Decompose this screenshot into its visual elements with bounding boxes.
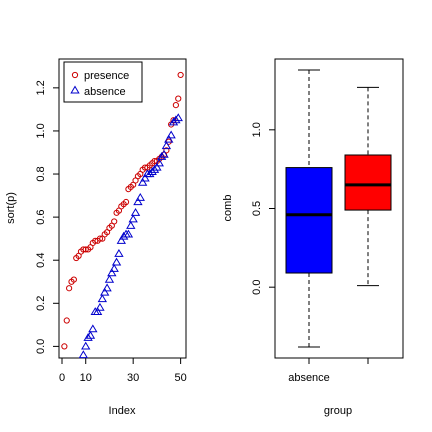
boxplot-y-tick-label: 1.0	[251, 122, 263, 137]
scatter-x-tick-label: 30	[127, 372, 139, 384]
point-absence	[83, 332, 93, 341]
scatter-y-tick-label: 0.8	[35, 166, 47, 181]
boxplot-y-axis-label: comb	[222, 195, 234, 222]
scatter-legend: presence absence	[63, 61, 143, 103]
point-presence	[172, 101, 179, 109]
point-absence	[161, 141, 172, 150]
scatter-x-axis: 0 10 30 50	[59, 357, 187, 384]
scatter-panel: 0 10 30 50 0.0 0.2 0.4 0.6 0.8 1.0 1.2 Index sort…	[5, 58, 187, 417]
boxplot-y-tick-label: 0.0	[251, 280, 263, 295]
point-absence	[140, 173, 150, 182]
point-absence	[135, 192, 145, 201]
point-presence	[70, 276, 77, 283]
point-absence	[152, 162, 162, 171]
scatter-y-tick-label: 0.4	[35, 253, 47, 268]
legend-presence-label: presence	[84, 70, 129, 82]
point-absence	[173, 113, 183, 122]
scatter-x-tick-label: 10	[80, 372, 92, 384]
point-absence	[154, 158, 164, 167]
point-absence	[171, 115, 181, 124]
point-absence	[156, 152, 167, 160]
box-presence	[344, 86, 392, 287]
point-presence	[175, 95, 182, 102]
boxplot-boxes	[285, 69, 392, 348]
scatter-legend-box	[63, 61, 143, 103]
point-presence	[96, 235, 104, 242]
boxplot-y-tick-label: 0.5	[251, 201, 263, 216]
scatter-y-tick-label: 0.0	[35, 339, 47, 354]
point-absence	[109, 264, 119, 272]
boxplot-panel: 0.0 0.5 1.0 absence group comb	[222, 58, 404, 417]
box-body	[285, 167, 333, 274]
point-absence	[78, 350, 89, 359]
point-absence	[166, 130, 176, 139]
point-absence	[137, 177, 148, 186]
boxplot-x-axis-label: group	[324, 405, 352, 417]
point-absence	[159, 149, 169, 158]
point-absence	[95, 302, 105, 311]
box-body	[344, 154, 392, 211]
point-absence	[85, 330, 96, 339]
point-absence	[104, 274, 115, 283]
point-absence	[97, 294, 108, 303]
boxplot-x-axis: absence	[288, 357, 369, 384]
point-absence	[114, 248, 124, 257]
point-absence	[88, 324, 98, 333]
scatter-y-axis: 0.0 0.2 0.4 0.6 0.8 1.0 1.2	[35, 80, 60, 354]
scatter-points	[61, 71, 184, 359]
legend-absence-label: absence	[84, 86, 126, 98]
point-absence	[111, 257, 122, 266]
point-presence	[66, 285, 73, 292]
point-absence	[81, 341, 91, 350]
point-absence	[147, 167, 157, 175]
scatter-y-tick-label: 0.2	[35, 296, 47, 311]
point-absence	[126, 220, 136, 229]
scatter-y-tick-label: 1.2	[35, 80, 47, 95]
point-presence	[63, 317, 70, 324]
scatter-y-axis-label: sort(p)	[5, 192, 17, 224]
legend-presence-marker	[71, 71, 79, 79]
point-presence	[177, 71, 184, 79]
point-presence	[111, 218, 118, 225]
point-presence	[61, 343, 68, 350]
point-absence	[123, 229, 134, 238]
point-absence	[128, 214, 138, 223]
point-absence	[102, 283, 112, 292]
scatter-y-tick-label: 0.6	[35, 209, 47, 224]
point-absence	[116, 236, 126, 244]
box-absence	[285, 69, 333, 348]
scatter-y-tick-label: 1.0	[35, 123, 47, 138]
scatter-x-axis-label: Index	[109, 405, 136, 417]
point-absence	[107, 268, 117, 277]
legend-absence-marker	[70, 85, 80, 94]
point-absence	[130, 208, 141, 216]
scatter-x-tick-label: 0	[59, 372, 65, 384]
boxplot-x-tick-label: absence	[288, 372, 330, 384]
point-absence	[168, 117, 179, 126]
point-absence	[145, 169, 155, 178]
point-absence	[164, 134, 174, 143]
point-absence	[100, 287, 110, 296]
point-presence	[122, 198, 130, 206]
boxplot-y-axis: 0.0 0.5 1.0	[251, 122, 276, 295]
point-absence	[92, 307, 103, 316]
point-absence	[133, 197, 143, 206]
point-absence	[149, 164, 160, 173]
scatter-x-tick-label: 50	[175, 372, 187, 384]
